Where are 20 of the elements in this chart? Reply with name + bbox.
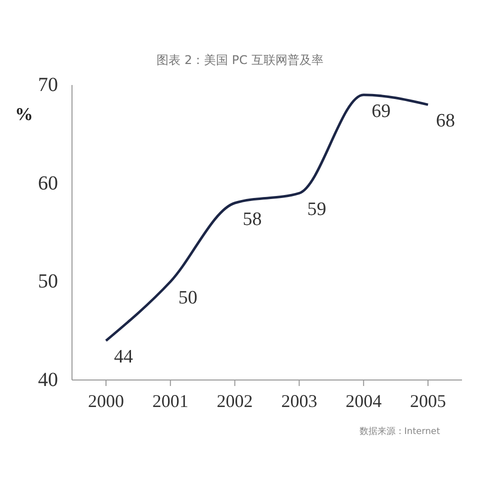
x-tick-label: 2004	[346, 390, 382, 411]
y-tick-label: 60	[38, 172, 58, 194]
x-tick-label: 2003	[281, 390, 318, 411]
y-tick-label: 50	[38, 270, 58, 293]
data-label: 50	[178, 288, 198, 309]
data-label: 58	[242, 209, 262, 230]
y-tick-label: 40	[38, 369, 58, 391]
data-label: 68	[436, 110, 455, 132]
chart-title: 图表 2：美国 PC 互联网普及率	[156, 52, 324, 69]
y-axis-title: %	[15, 104, 33, 124]
x-tick-label: 2005	[410, 390, 446, 411]
x-tick-label: 2000	[88, 390, 124, 411]
data-label: 69	[372, 100, 391, 122]
source-note: 数据来源：Internet	[359, 426, 440, 438]
data-label: 59	[307, 199, 326, 220]
x-tick-label: 2001	[152, 390, 188, 411]
data-label: 44	[114, 346, 134, 368]
line-series	[104, 94, 430, 342]
x-tick-label: 2002	[216, 390, 253, 411]
y-tick-label: 70	[38, 74, 58, 96]
